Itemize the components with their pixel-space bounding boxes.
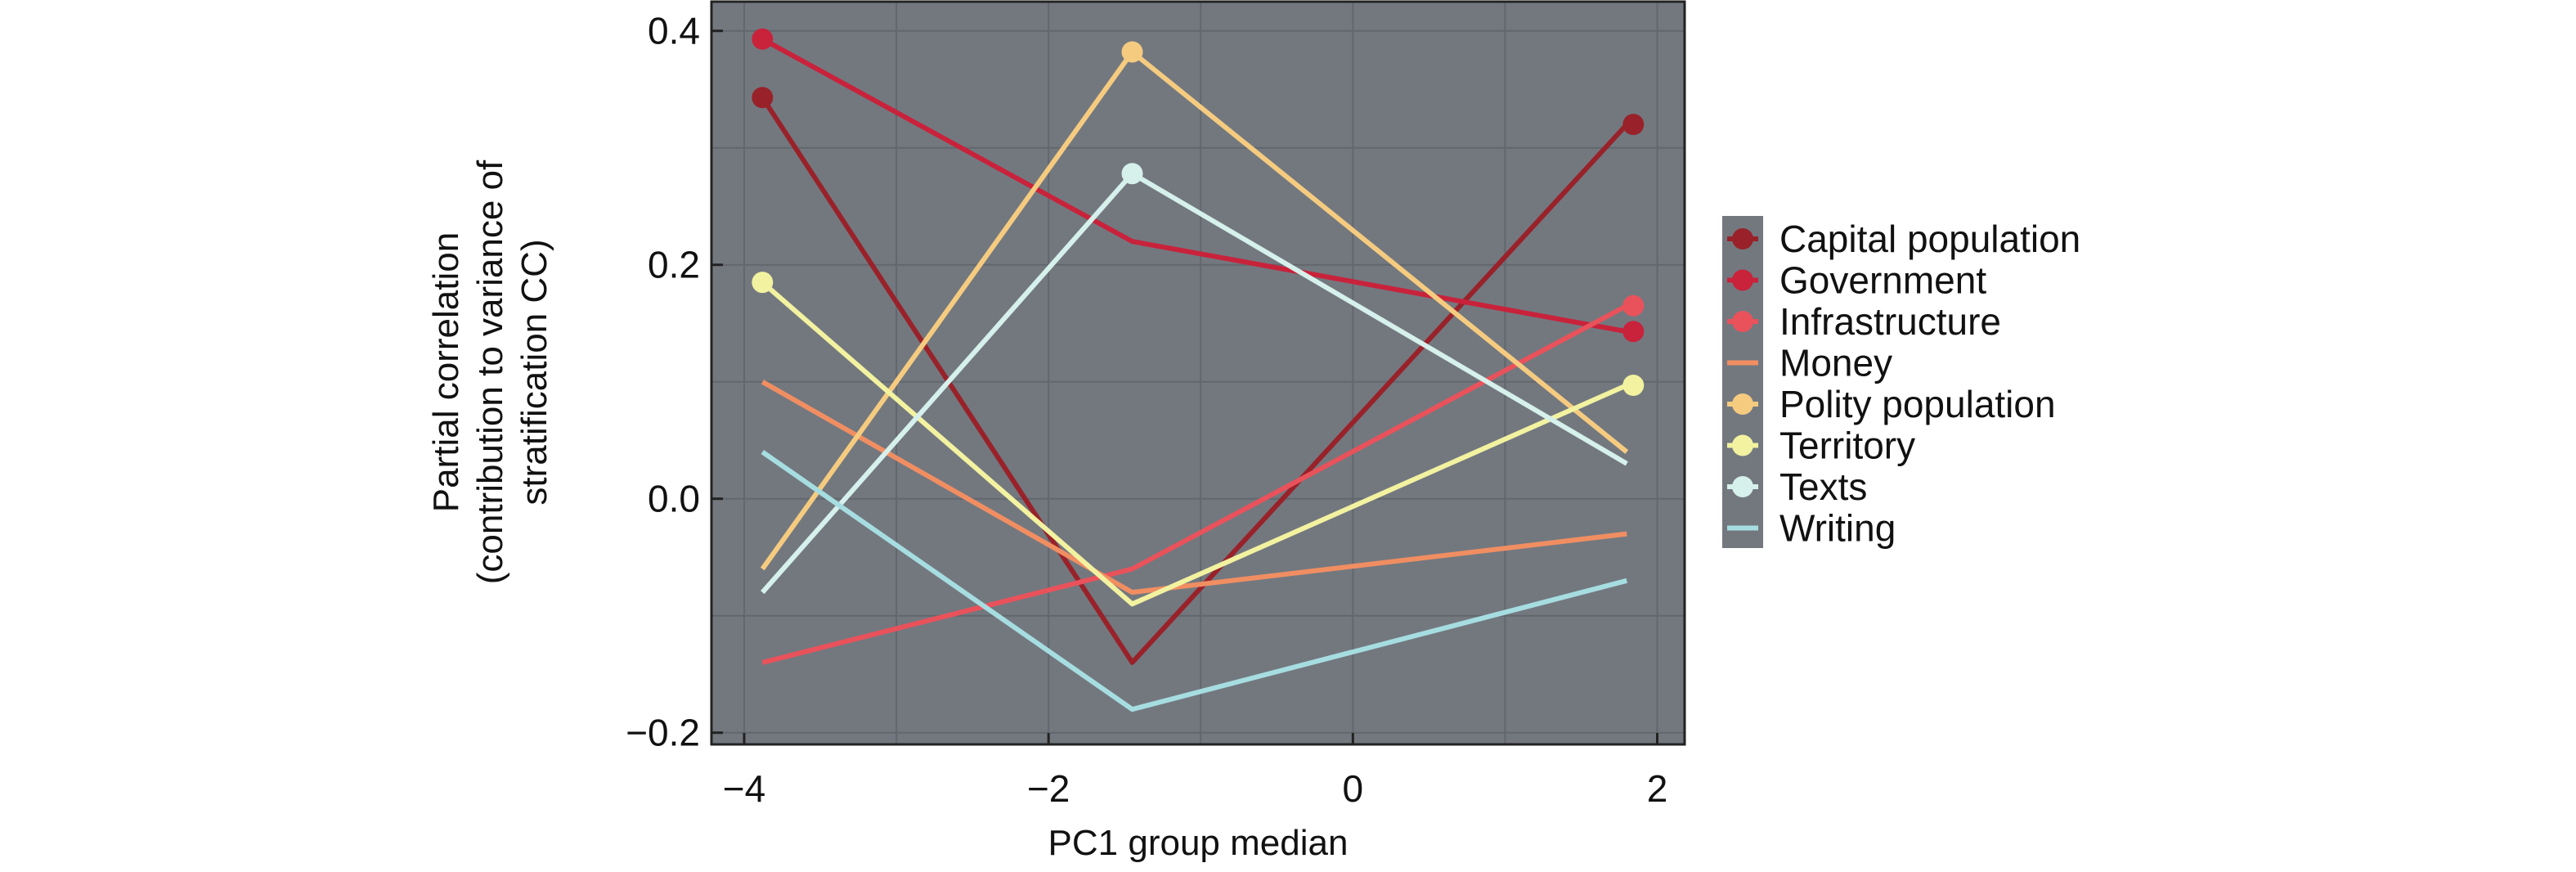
y-axis-label-line-2: (contribution to variance of	[470, 160, 510, 584]
y-tick-label: 0.0	[648, 478, 700, 520]
data-point-capital-population	[752, 87, 774, 109]
series-line-government	[761, 37, 1627, 335]
legend-label: Government	[1779, 259, 1986, 302]
legend-label: Polity population	[1779, 383, 2056, 425]
legend-label: Territory	[1779, 425, 1915, 467]
legend-swatch-marker	[1732, 228, 1753, 249]
y-axis-label: Partial correlation (contribution to var…	[426, 160, 554, 584]
legend: Capital populationGovernmentInfrastructu…	[1722, 216, 2080, 550]
legend-label: Texts	[1779, 465, 1867, 508]
x-axis-label: PC1 group median	[1048, 823, 1349, 863]
data-point-territory	[1622, 375, 1645, 397]
legend-swatch-marker	[1732, 393, 1753, 415]
y-axis-label-line-3: stratification CC)	[514, 239, 554, 505]
legend-item: Infrastructure	[1727, 300, 2001, 343]
legend-swatch-marker	[1732, 311, 1753, 332]
data-point-capital-population	[1622, 114, 1645, 136]
legend-swatch-marker	[1732, 476, 1753, 497]
y-tick-label: 0.2	[648, 244, 700, 286]
legend-label: Money	[1779, 342, 1892, 384]
series-line-territory	[761, 280, 1628, 607]
legend-label: Infrastructure	[1779, 300, 2001, 343]
x-tick-label: 2	[1647, 767, 1668, 810]
legend-item: Money	[1727, 342, 1892, 384]
data-point-territory	[752, 272, 774, 294]
data-point-government	[1622, 321, 1645, 343]
data-point-infrastructure	[1622, 294, 1645, 317]
plot-area	[711, 2, 1685, 744]
x-tick-label: 0	[1343, 767, 1364, 810]
plot-frame	[710, 0, 1686, 746]
y-tick-label: 0.4	[648, 10, 700, 52]
legend-item: Texts	[1727, 465, 1867, 508]
legend-item: Capital population	[1727, 218, 2080, 260]
ticks: −4 −2 0 2 −0.2 0.0 0.2 0.4	[626, 10, 1667, 810]
data-point-texts	[1121, 163, 1143, 185]
series-line-infrastructure	[761, 303, 1628, 665]
data-point-government	[752, 28, 774, 50]
legend-box	[1722, 216, 1763, 548]
legend-item: Polity population	[1727, 383, 2056, 425]
y-tick-label: −0.2	[626, 712, 700, 754]
series-line-writing	[761, 450, 1628, 712]
legend-label: Writing	[1779, 507, 1896, 550]
legend-item: Territory	[1727, 425, 1915, 467]
x-tick-label: −2	[1027, 767, 1070, 810]
legend-swatch-marker	[1732, 434, 1753, 456]
legend-swatch-marker	[1732, 269, 1753, 291]
series-lines	[752, 28, 1645, 712]
legend-label: Capital population	[1779, 218, 2080, 260]
legend-item: Government	[1727, 259, 1986, 302]
data-point-polity-population	[1121, 41, 1143, 63]
legend-item: Writing	[1727, 507, 1896, 550]
x-tick-label: −4	[723, 767, 765, 810]
y-axis-label-line-1: Partial correlation	[426, 232, 466, 512]
